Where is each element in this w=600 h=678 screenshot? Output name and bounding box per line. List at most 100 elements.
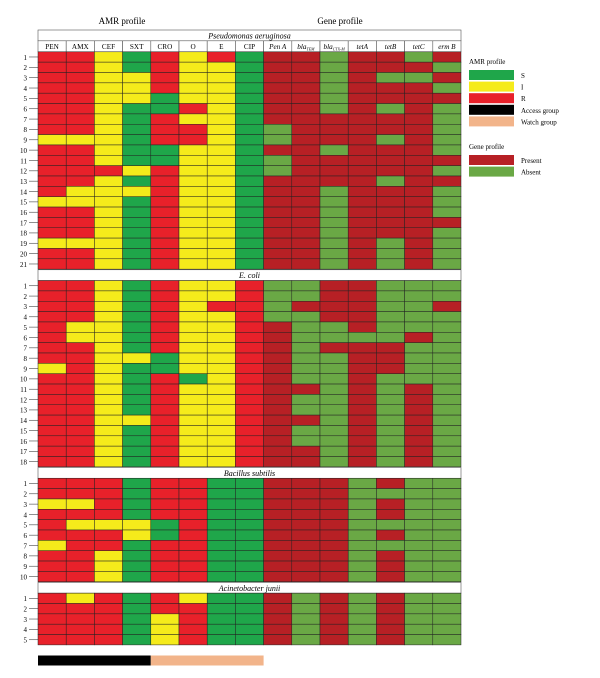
- heatmap-cell: [206, 280, 236, 292]
- heatmap-cell: [291, 373, 321, 385]
- heatmap-cell: [263, 61, 293, 73]
- column-header-label: AMX: [72, 43, 90, 51]
- heatmap-cell: [206, 540, 236, 551]
- heatmap-cell: [432, 311, 462, 323]
- heatmap-cell: [94, 227, 123, 239]
- heatmap-cell: [432, 113, 462, 125]
- heatmap-cell: [94, 248, 123, 260]
- heatmap-cell: [122, 103, 152, 115]
- heatmap-cell: [150, 196, 180, 208]
- heatmap-cell: [291, 498, 321, 510]
- heatmap-cell: [376, 634, 405, 646]
- heatmap-cell: [37, 592, 67, 604]
- heatmap-cell: [65, 290, 95, 302]
- heatmap-cell: [178, 332, 208, 343]
- heatmap-cell: [122, 623, 152, 635]
- heatmap-cell: [347, 498, 377, 510]
- heatmap-cell: [376, 290, 405, 302]
- heatmap-cell: [122, 301, 152, 312]
- row-label: 18: [20, 230, 28, 238]
- heatmap-cell: [404, 342, 434, 354]
- heatmap-cell: [94, 445, 123, 457]
- heatmap-cell: [432, 383, 462, 395]
- heatmap-cell: [319, 196, 349, 208]
- row-label: 10: [20, 147, 28, 155]
- heatmap-cell: [150, 311, 180, 323]
- heatmap-cell: [291, 301, 321, 312]
- heatmap-cell: [235, 498, 264, 510]
- heatmap-cell: [319, 425, 349, 437]
- heatmap-cell: [94, 509, 123, 520]
- heatmap-cell: [206, 342, 236, 354]
- heatmap-cell: [235, 237, 264, 249]
- heatmap-cell: [122, 124, 152, 135]
- heatmap-cell: [37, 363, 67, 374]
- heatmap-cell: [291, 509, 321, 520]
- legend-label: S: [521, 72, 525, 80]
- heatmap-cell: [122, 311, 152, 323]
- heatmap-cell: [404, 113, 434, 125]
- heatmap-cell: [291, 82, 321, 94]
- heatmap-cell: [150, 478, 180, 489]
- heatmap-cell: [37, 394, 67, 405]
- heatmap-cell: [235, 196, 264, 208]
- heatmap-cell: [291, 144, 321, 156]
- heatmap-cell: [122, 478, 152, 489]
- heatmap-cell: [263, 363, 293, 374]
- heatmap-cell: [206, 383, 236, 395]
- heatmap-cell: [404, 165, 434, 177]
- heatmap-cell: [94, 435, 123, 447]
- heatmap-cell: [122, 613, 152, 625]
- heatmap-cell: [404, 634, 434, 646]
- heatmap-cell: [263, 456, 293, 468]
- heatmap-cell: [319, 332, 349, 343]
- heatmap-cell: [150, 321, 180, 333]
- heatmap-cell: [122, 519, 152, 531]
- heatmap-cell: [291, 592, 321, 604]
- heatmap-cell: [319, 113, 349, 125]
- heatmap-cell: [319, 456, 349, 468]
- heatmap-cell: [65, 321, 95, 333]
- heatmap-cell: [178, 311, 208, 323]
- heatmap-cell: [291, 550, 321, 562]
- heatmap-cell: [150, 352, 180, 364]
- heatmap-cell: [263, 51, 293, 63]
- heatmap-cell: [291, 529, 321, 541]
- heatmap-cell: [319, 394, 349, 405]
- heatmap-cell: [235, 352, 264, 364]
- heatmap-cell: [347, 72, 377, 84]
- heatmap-cell: [65, 144, 95, 156]
- heatmap-cell: [291, 613, 321, 625]
- heatmap-cell: [404, 550, 434, 562]
- heatmap-cell: [291, 61, 321, 73]
- heatmap-cell: [206, 571, 236, 583]
- heatmap-cell: [150, 342, 180, 354]
- heatmap-cell: [94, 196, 123, 208]
- heatmap-cell: [263, 394, 293, 405]
- heatmap-cell: [37, 509, 67, 520]
- heatmap-cell: [376, 227, 405, 239]
- heatmap-cell: [37, 519, 67, 531]
- heatmap-cell: [178, 352, 208, 364]
- heatmap-cell: [150, 445, 180, 457]
- heatmap-cell: [65, 280, 95, 292]
- heatmap-cell: [122, 280, 152, 292]
- heatmap-cell: [432, 488, 462, 500]
- heatmap-cell: [319, 51, 349, 63]
- heatmap-cell: [263, 227, 293, 239]
- heatmap-cell: [206, 227, 236, 239]
- heatmap-cell: [178, 280, 208, 292]
- heatmap-cell: [347, 456, 377, 468]
- heatmap-cell: [432, 165, 462, 177]
- heatmap-cell: [263, 155, 293, 166]
- heatmap-cell: [432, 72, 462, 84]
- heatmap-cell: [150, 280, 180, 292]
- heatmap-cell: [263, 103, 293, 115]
- heatmap-cell: [291, 258, 321, 270]
- heatmap-cell: [37, 92, 67, 104]
- heatmap-cell: [376, 498, 405, 510]
- heatmap-cell: [291, 217, 321, 228]
- heatmap-cell: [263, 435, 293, 447]
- heatmap-cell: [404, 445, 434, 457]
- heatmap-cell: [319, 227, 349, 239]
